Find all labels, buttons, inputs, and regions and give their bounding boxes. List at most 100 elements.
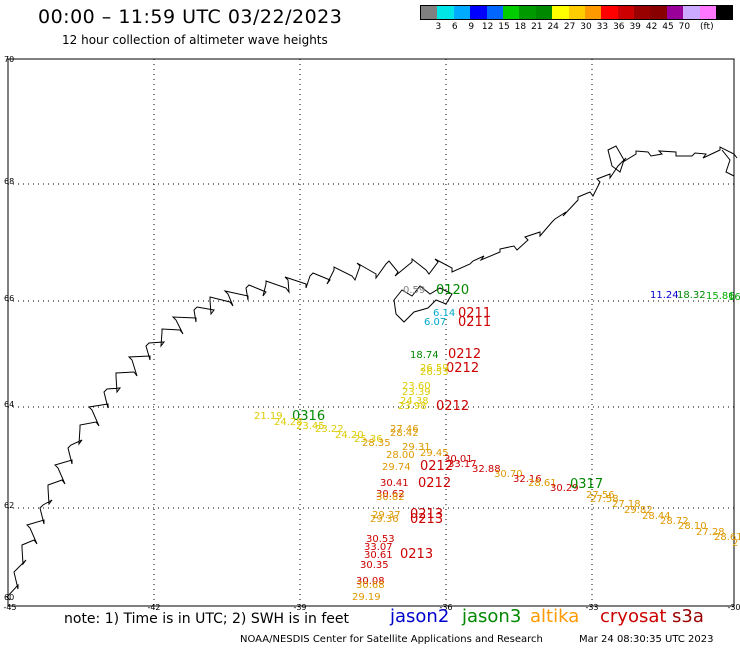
wave-height-label: 18.74 — [410, 350, 439, 361]
wave-height-label: 28.10 — [678, 521, 707, 532]
wave-height-label: 30.35 — [360, 560, 389, 571]
longitude-label: -39 — [293, 603, 306, 612]
color-swatch — [617, 6, 635, 19]
color-swatch — [453, 6, 471, 19]
wave-height-label: 28.72 — [660, 516, 689, 527]
wave-height-label: 30.70 — [494, 469, 523, 480]
wave-height-label: 27.28 — [696, 527, 725, 538]
legend-item-s3a: s3a — [672, 606, 704, 627]
wave-height-label: 0213 — [400, 547, 433, 562]
wave-height-label: 27.56 — [586, 490, 615, 501]
longitude-label: -42 — [147, 603, 160, 612]
color-scale-tick-label: 9 — [468, 22, 475, 32]
wave-height-label: 28.00 — [386, 450, 415, 461]
color-swatch — [437, 6, 454, 19]
wave-height-label: 16.5 — [728, 292, 740, 303]
wave-height-label: 0212 — [418, 476, 451, 491]
wave-height-label: 29.37 — [372, 510, 401, 521]
wave-height-label: 0317 — [570, 477, 603, 492]
color-scale-tick-label: 6 — [451, 22, 458, 32]
color-scale-tick-label: 27 — [563, 22, 576, 32]
units-note: note: 1) Time is in UTC; 2) SWH is in fe… — [64, 611, 350, 627]
legend-item-altika: altika — [530, 606, 580, 627]
fjord-outline — [393, 145, 735, 323]
wave-height-label: 27.18 — [612, 499, 641, 510]
longitude-labels: -45 -42 -39 -36 -33 -30 — [3, 603, 740, 612]
map-title: 00:00 – 11:59 UTC 03/22/2023 — [38, 6, 343, 28]
agency-credit: NOAA/NESDIS Center for Satellite Applica… — [240, 634, 543, 645]
color-scale-ticks: 3 6 9 12 15 18 21 24 27 30 33 36 39 42 45 70 (ft) — [420, 20, 733, 34]
wave-height-label: 0212 — [436, 399, 469, 414]
color-scale-tick-label: 18 — [514, 22, 527, 32]
color-swatch — [519, 6, 536, 19]
wave-height-label: 29.45 — [420, 448, 449, 459]
color-swatch — [650, 6, 667, 19]
wave-height-label: 32.88 — [472, 464, 501, 475]
wave-height-label: 15.86 — [706, 291, 735, 302]
wave-height-label: 33.07 — [364, 542, 393, 553]
graticule — [8, 59, 734, 606]
wave-height-label: 6.07 — [424, 317, 446, 328]
wave-height-label: 28.61 — [714, 532, 740, 543]
wave-height-label: 27 — [732, 538, 740, 549]
wave-height-label: 27.58 — [590, 494, 619, 505]
color-scale-tick-label: 45 — [662, 22, 674, 32]
wave-height-label: 30.01 — [444, 454, 473, 465]
wave-height-label: 24.20 — [335, 430, 364, 441]
generated-timestamp: Mar 24 08:30:35 UTC 2023 — [579, 634, 714, 645]
color-swatch — [552, 6, 569, 19]
wave-height-label: 28.35 — [362, 438, 391, 449]
color-swatch — [601, 6, 618, 19]
wave-height-label: 18.32 — [677, 290, 706, 301]
wave-height-label: 21.19 — [254, 411, 283, 422]
color-scale-tick-label: 21 — [531, 22, 543, 32]
wave-height-label: 24.28 — [274, 417, 303, 428]
wave-height-label: 24.38 — [400, 396, 429, 407]
color-swatch — [568, 6, 585, 19]
color-swatch — [699, 6, 717, 19]
wave-height-label: 0211 — [458, 315, 491, 330]
longitude-label: -33 — [585, 603, 598, 612]
color-scale-tick-label: 33 — [596, 22, 609, 32]
wave-height-label: 30.62 — [376, 489, 405, 500]
legend-item-jason2: jason2 — [390, 606, 450, 627]
wave-height-label: 23.60 — [402, 381, 431, 392]
color-scale-tick-label: 36 — [613, 22, 625, 32]
color-swatch — [634, 6, 651, 19]
wave-height-label: 28.61 — [528, 478, 557, 489]
wave-height-label: 29.36 — [370, 514, 399, 525]
color-scale-tick-label: 42 — [645, 22, 658, 32]
wave-height-label: 23.45 — [296, 421, 325, 432]
wave-height-label: 0.59 — [403, 285, 425, 296]
wave-height-label: 30.82 — [376, 492, 405, 503]
map-frame — [7, 58, 735, 607]
latitude-labels: 60 62 64 66 68 70 — [4, 55, 14, 602]
wave-height-label: 0120 — [436, 283, 469, 298]
longitude-label: -30 — [727, 603, 740, 612]
wave-height-label: 0316 — [292, 409, 325, 424]
wave-height-label: 0212 — [446, 361, 479, 376]
legend-item-jason3: jason3 — [462, 606, 522, 627]
wave-height-label: 29.82 — [624, 505, 653, 516]
longitude-label: -36 — [439, 603, 452, 612]
wave-height-label: 32.16 — [513, 474, 542, 485]
wave-height-label: 27.46 — [390, 424, 419, 435]
wave-height-label: 0211 — [458, 306, 491, 321]
wave-height-color-scale: 3 6 9 12 15 18 21 24 27 30 33 36 39 42 45 70 (ft) — [420, 5, 734, 34]
greenland-coastline — [6, 145, 738, 601]
wave-height-label: 23.98 — [398, 401, 427, 412]
satellite-legend: jason2 jason3 altika cryosat s3a — [0, 606, 740, 630]
color-scale-tick-label: (ft) — [700, 22, 714, 32]
color-swatch — [535, 6, 553, 19]
wave-height-label: 0213 — [410, 512, 443, 527]
wave-height-label: 30.29 — [550, 483, 579, 494]
color-swatch — [470, 6, 487, 19]
coastline-path — [6, 146, 738, 601]
wave-height-label: 29.74 — [382, 462, 411, 473]
wave-height-label: 23.39 — [402, 387, 431, 398]
wave-height-label: 25.36 — [354, 434, 383, 445]
latitude-label: 62 — [4, 501, 14, 510]
color-swatch — [502, 6, 520, 19]
color-swatch — [716, 6, 733, 19]
color-scale-tick-label: 24 — [547, 22, 559, 32]
